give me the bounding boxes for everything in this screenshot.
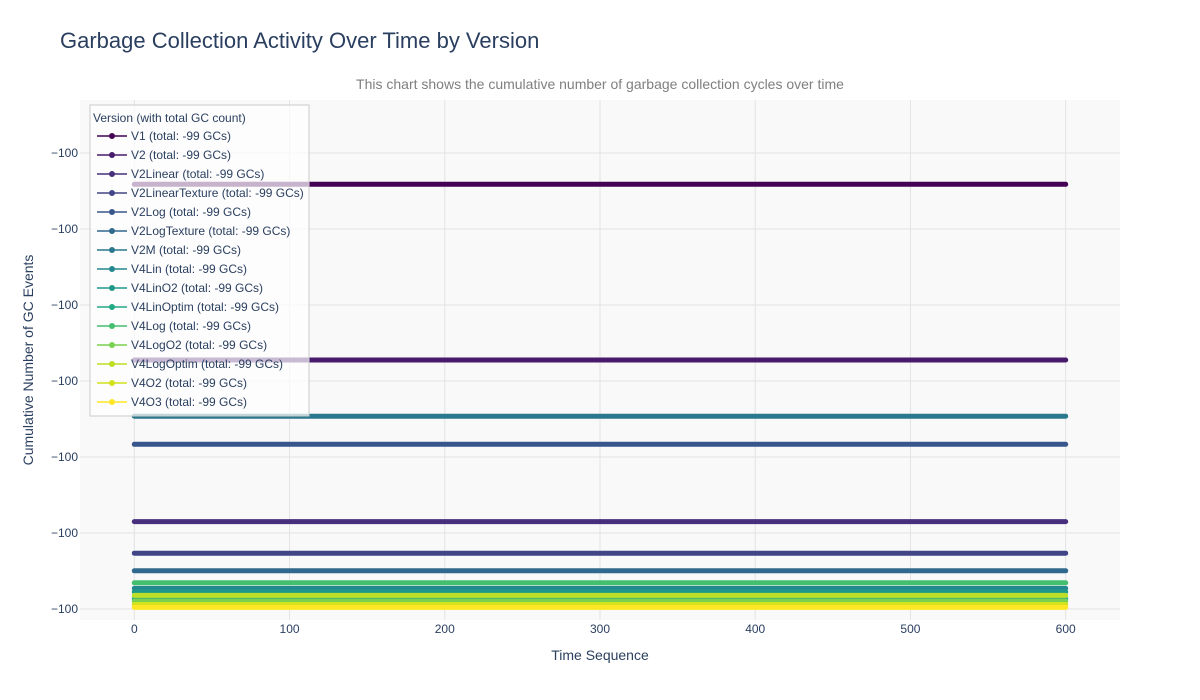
legend-item-4[interactable]: V2Log (total: -99 GCs) [97, 205, 251, 219]
legend-label: V2LinearTexture (total: -99 GCs) [131, 186, 304, 200]
y-tick-label-6: −100 [51, 602, 78, 616]
legend-swatch-marker [109, 266, 115, 272]
y-tick-label-0: −100 [51, 146, 78, 160]
chart-title: Garbage Collection Activity Over Time by… [60, 28, 540, 53]
x-tick-label-3: 300 [590, 622, 610, 636]
legend-label: V1 (total: -99 GCs) [131, 129, 231, 143]
legend-swatch-marker [109, 190, 115, 196]
x-tick-label-2: 200 [435, 622, 455, 636]
legend-label: V2M (total: -99 GCs) [131, 243, 241, 257]
legend-item-0[interactable]: V1 (total: -99 GCs) [97, 129, 231, 143]
y-tick-label-2: −100 [51, 298, 78, 312]
y-tick-labels: −100 −100 −100 −100 −100 −100 −100 [51, 146, 78, 616]
legend-item-9[interactable]: V4LinOptim (total: -99 GCs) [97, 300, 279, 314]
legend-swatch-marker [109, 380, 115, 386]
legend-swatch-marker [109, 171, 115, 177]
legend-label: V2Linear (total: -99 GCs) [131, 167, 264, 181]
x-tick-label-5: 500 [900, 622, 920, 636]
legend-swatch-marker [109, 342, 115, 348]
legend-swatch-marker [109, 285, 115, 291]
legend-label: V4Log (total: -99 GCs) [131, 319, 251, 333]
legend-swatch-marker [109, 133, 115, 139]
legend-swatch-marker [109, 152, 115, 158]
legend-label: V4Lin (total: -99 GCs) [131, 262, 247, 276]
chart-subtitle: This chart shows the cumulative number o… [356, 76, 844, 92]
legend-item-1[interactable]: V2 (total: -99 GCs) [97, 148, 231, 162]
legend-item-8[interactable]: V4LinO2 (total: -99 GCs) [97, 281, 263, 295]
legend-item-7[interactable]: V4Lin (total: -99 GCs) [97, 262, 247, 276]
legend-swatch-marker [109, 247, 115, 253]
legend-swatch-marker [109, 361, 115, 367]
legend: Version (with total GC count) V1 (total:… [89, 104, 310, 417]
y-tick-label-5: −100 [51, 526, 78, 540]
x-tick-labels: 0 100 200 300 400 500 600 [131, 622, 1076, 636]
legend-swatch-marker [109, 209, 115, 215]
legend-item-13[interactable]: V4O2 (total: -99 GCs) [97, 376, 247, 390]
legend-item-3[interactable]: V2LinearTexture (total: -99 GCs) [97, 186, 304, 200]
legend-item-10[interactable]: V4Log (total: -99 GCs) [97, 319, 251, 333]
x-tick-label-0: 0 [131, 622, 138, 636]
legend-label: V4O2 (total: -99 GCs) [131, 376, 247, 390]
legend-label: V4LinO2 (total: -99 GCs) [131, 281, 263, 295]
legend-label: V4LogOptim (total: -99 GCs) [131, 357, 283, 371]
legend-item-14[interactable]: V4O3 (total: -99 GCs) [97, 395, 247, 409]
legend-label: V2LogTexture (total: -99 GCs) [131, 224, 290, 238]
legend-label: V2Log (total: -99 GCs) [131, 205, 251, 219]
x-tick-label-6: 600 [1056, 622, 1076, 636]
legend-label: V4LogO2 (total: -99 GCs) [131, 338, 267, 352]
y-tick-label-1: −100 [51, 222, 78, 236]
legend-swatch-marker [109, 228, 115, 234]
legend-title: Version (with total GC count) [93, 111, 246, 125]
legend-item-11[interactable]: V4LogO2 (total: -99 GCs) [97, 338, 267, 352]
y-tick-label-4: −100 [51, 450, 78, 464]
legend-items: V1 (total: -99 GCs) V2 (total: -99 GCs) V2… [97, 129, 304, 409]
legend-item-12[interactable]: V4LogOptim (total: -99 GCs) [97, 357, 283, 371]
legend-label: V4LinOptim (total: -99 GCs) [131, 300, 279, 314]
legend-swatch-marker [109, 304, 115, 310]
legend-item-2[interactable]: V2Linear (total: -99 GCs) [97, 167, 264, 181]
y-axis-title: Cumulative Number of GC Events [20, 255, 36, 466]
legend-item-6[interactable]: V2M (total: -99 GCs) [97, 243, 241, 257]
legend-label: V2 (total: -99 GCs) [131, 148, 231, 162]
x-axis-title: Time Sequence [551, 647, 649, 663]
legend-swatch-marker [109, 399, 115, 405]
legend-label: V4O3 (total: -99 GCs) [131, 395, 247, 409]
y-tick-label-3: −100 [51, 374, 78, 388]
x-tick-label-1: 100 [280, 622, 300, 636]
legend-swatch-marker [109, 323, 115, 329]
legend-item-5[interactable]: V2LogTexture (total: -99 GCs) [97, 224, 290, 238]
x-tick-label-4: 400 [745, 622, 765, 636]
